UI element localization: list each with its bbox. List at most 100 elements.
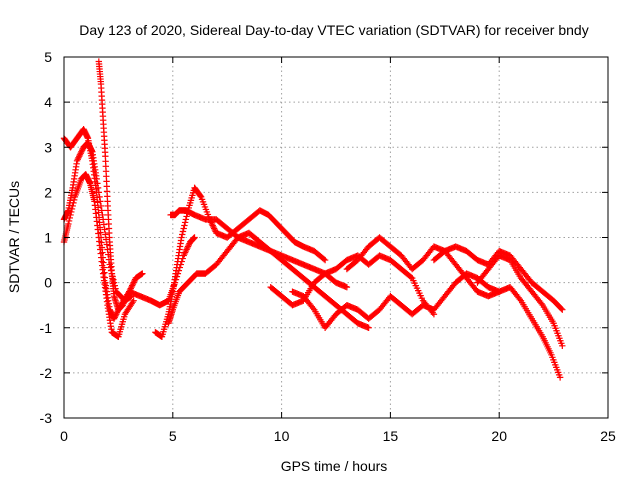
- data-point: [181, 249, 189, 256]
- data-point: [197, 192, 204, 200]
- data-point: [309, 304, 317, 312]
- series-arc-11: [430, 243, 566, 313]
- data-point: [110, 279, 118, 286]
- data-point: [179, 228, 187, 235]
- data-point: [121, 298, 128, 306]
- data-point: [130, 279, 137, 286]
- data-point: [407, 273, 415, 281]
- data-point: [97, 198, 104, 205]
- series-arc-7: [165, 229, 372, 331]
- axis-ticks: 0 5 10 15 20 25 -3 -2 -1 0 1 2 3 4 5: [40, 49, 616, 444]
- data-point: [129, 298, 136, 306]
- data-point: [76, 151, 84, 158]
- data-point: [73, 157, 81, 164]
- data-point: [101, 226, 108, 233]
- data-point: [94, 180, 101, 187]
- data-point: [128, 283, 135, 291]
- data-point: [556, 374, 564, 381]
- data-point: [97, 202, 105, 210]
- data-point: [181, 219, 189, 226]
- data-point: [538, 300, 545, 307]
- x-tick-label: 25: [600, 428, 616, 444]
- data-point: [211, 226, 219, 234]
- data-point: [99, 211, 106, 219]
- data-point: [130, 297, 137, 304]
- data-point: [110, 315, 118, 322]
- grid: [64, 57, 608, 418]
- data-point: [119, 301, 126, 309]
- data-point: [78, 147, 86, 154]
- data-point: [129, 280, 137, 288]
- data-point: [139, 270, 146, 277]
- data-point: [183, 213, 190, 220]
- data-point: [124, 291, 132, 298]
- data-point: [76, 153, 83, 160]
- data-point: [516, 295, 523, 303]
- y-axis-label: SDTVAR / TECUs: [6, 181, 22, 293]
- x-tick-label: 0: [60, 428, 68, 444]
- data-point: [179, 231, 186, 238]
- data-point: [343, 283, 351, 291]
- data-point: [559, 306, 566, 313]
- data-point: [210, 225, 218, 232]
- x-tick-label: 5: [169, 428, 177, 444]
- data-point: [125, 289, 132, 297]
- series-arc-4: [95, 58, 146, 313]
- data-point: [78, 148, 85, 155]
- data-point: [320, 255, 328, 263]
- x-tick-label: 10: [274, 428, 290, 444]
- y-tick-label: 3: [44, 139, 52, 155]
- y-tick-label: -1: [40, 320, 53, 336]
- data-point: [95, 189, 103, 196]
- data-point: [184, 243, 192, 250]
- data-point: [321, 256, 329, 264]
- data-point: [93, 175, 100, 183]
- data-point: [178, 234, 185, 241]
- data-point: [127, 285, 134, 292]
- data-point: [365, 324, 372, 331]
- data-points: [60, 58, 566, 381]
- data-point: [94, 184, 102, 192]
- data-point: [120, 300, 127, 307]
- data-point: [96, 193, 103, 201]
- data-point: [558, 305, 565, 312]
- y-tick-label: 5: [44, 49, 52, 65]
- data-point: [102, 231, 109, 238]
- y-tick-label: 2: [44, 184, 52, 200]
- series-arc-10: [343, 234, 564, 381]
- data-point: [181, 222, 188, 229]
- data-point: [209, 222, 216, 229]
- data-point: [180, 225, 187, 232]
- data-point: [77, 150, 84, 157]
- data-point: [123, 294, 130, 301]
- data-point: [184, 244, 191, 252]
- data-point: [182, 247, 190, 255]
- data-point: [122, 295, 129, 303]
- data-point: [126, 288, 133, 295]
- chart-title: Day 123 of 2020, Sidereal Day-to-day VTE…: [79, 22, 588, 38]
- series-arc-12: [474, 252, 566, 349]
- data-point: [128, 282, 136, 289]
- data-point: [121, 297, 129, 304]
- y-tick-label: -2: [40, 365, 53, 381]
- x-tick-label: 20: [491, 428, 507, 444]
- y-tick-label: -3: [40, 410, 53, 426]
- data-point: [65, 217, 73, 225]
- data-point: [182, 216, 190, 223]
- data-point: [98, 207, 105, 214]
- y-tick-label: 1: [44, 230, 52, 246]
- data-point: [210, 223, 217, 231]
- data-point: [183, 246, 190, 253]
- data-point: [68, 205, 76, 213]
- y-tick-label: 4: [44, 94, 52, 110]
- data-point: [113, 309, 121, 316]
- data-point: [126, 286, 134, 294]
- series-arc-2: [60, 171, 137, 340]
- data-point: [113, 311, 120, 318]
- data-point: [191, 234, 198, 241]
- data-point: [112, 312, 119, 319]
- data-point: [65, 220, 72, 228]
- data-point: [75, 154, 82, 161]
